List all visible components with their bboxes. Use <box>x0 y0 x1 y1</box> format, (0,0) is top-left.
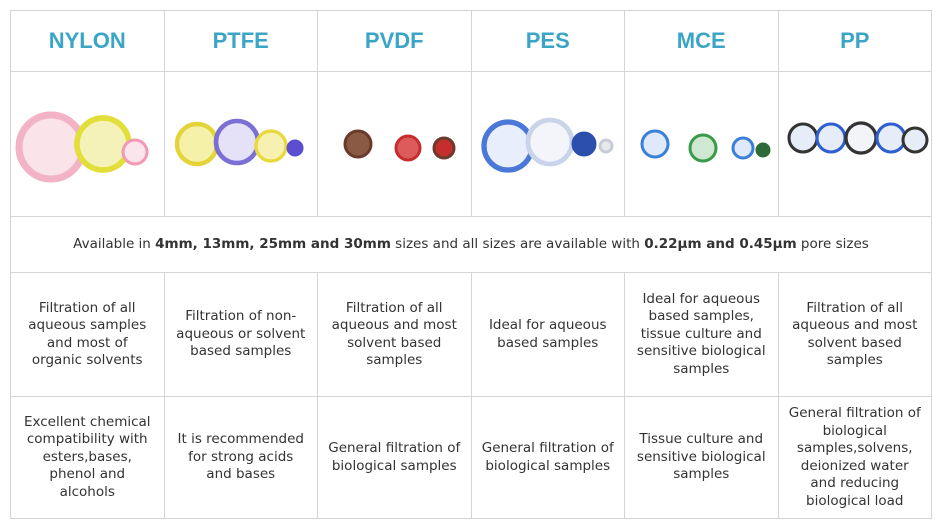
filter-disc <box>432 136 456 160</box>
filter-image <box>15 111 149 183</box>
description-cell: Ideal for aqueous based samples <box>470 272 625 397</box>
filter-image <box>640 129 771 163</box>
filter-disc <box>571 131 597 157</box>
column-header: PES <box>470 10 625 72</box>
description-cell: General filtration of biological samples <box>470 396 625 519</box>
description-cell: Ideal for aqueous based samples, tissue … <box>624 272 779 397</box>
description-cell: It is recommended for strong acids and b… <box>163 396 318 519</box>
filter-image <box>481 117 614 173</box>
availability-cell: Available in 4mm, 13mm, 25mm and 30mm si… <box>10 216 932 273</box>
filter-disc <box>875 122 907 154</box>
filter-disc <box>213 118 261 166</box>
filter-disc <box>74 115 133 173</box>
description-cell: General filtration of biological samples <box>317 396 472 519</box>
filter-disc <box>731 136 755 160</box>
description-cell: Filtration of all aqueous and most solve… <box>317 272 472 397</box>
header-row: NYLON PTFE PVDF PES MCE PP <box>10 10 932 72</box>
availability-text: Available in <box>73 235 156 252</box>
description-row: Filtration of all aqueous samples and mo… <box>10 272 932 397</box>
filter-disc <box>121 138 149 166</box>
filter-disc <box>254 129 288 163</box>
image-cell <box>317 71 472 217</box>
filter-disc <box>286 139 304 157</box>
filter-disc <box>901 126 929 154</box>
description-cell: Filtration of non-aqueous or solvent bas… <box>163 272 318 397</box>
image-cell <box>624 71 779 217</box>
column-header: NYLON <box>10 10 165 72</box>
column-header: PP <box>777 10 932 72</box>
filter-disc <box>525 117 575 167</box>
availability-text: 0.22µm and 0.45µm <box>644 235 797 252</box>
image-cell <box>10 71 165 217</box>
description-cell: General filtration of biological samples… <box>777 396 932 519</box>
description-cell: Excellent chemical compatibility with es… <box>10 396 165 519</box>
availability-text: pore sizes <box>796 235 869 252</box>
filter-disc <box>787 122 819 154</box>
filter-disc <box>174 121 219 167</box>
filter-disc <box>394 134 422 162</box>
image-cell <box>470 71 625 217</box>
filter-disc <box>815 122 847 154</box>
filter-disc <box>481 119 535 173</box>
filter-image <box>787 121 929 155</box>
table-body: NYLON PTFE PVDF PES MCE PP Available in 4mm, 1… <box>10 10 932 519</box>
image-cell <box>163 71 318 217</box>
filter-image <box>343 129 456 162</box>
image-row <box>10 71 932 217</box>
filter-disc <box>343 129 373 159</box>
image-cell <box>777 71 932 217</box>
description-cell: Filtration of all aqueous samples and mo… <box>10 272 165 397</box>
filter-disc <box>688 133 718 163</box>
availability-text: sizes and all sizes are available with <box>390 235 645 252</box>
availability-text: 4mm, 13mm, 25mm and 30mm <box>155 235 391 252</box>
description-cell: Tissue culture and sensitive biological … <box>624 396 779 519</box>
description-cell: Filtration of all aqueous and most solve… <box>777 272 932 397</box>
filter-disc <box>15 111 87 183</box>
column-header: MCE <box>624 10 779 72</box>
column-header: PTFE <box>163 10 318 72</box>
filter-disc <box>844 121 878 155</box>
description-row: Excellent chemical compatibility with es… <box>10 396 932 519</box>
filter-disc <box>755 142 771 158</box>
filter-disc <box>598 138 614 154</box>
column-header: PVDF <box>317 10 472 72</box>
filter-disc <box>640 129 670 159</box>
filter-image <box>174 118 304 167</box>
filter-table: NYLON PTFE PVDF PES MCE PP Available in 4mm, 1… <box>10 10 932 519</box>
availability-row: Available in 4mm, 13mm, 25mm and 30mm si… <box>10 216 932 273</box>
